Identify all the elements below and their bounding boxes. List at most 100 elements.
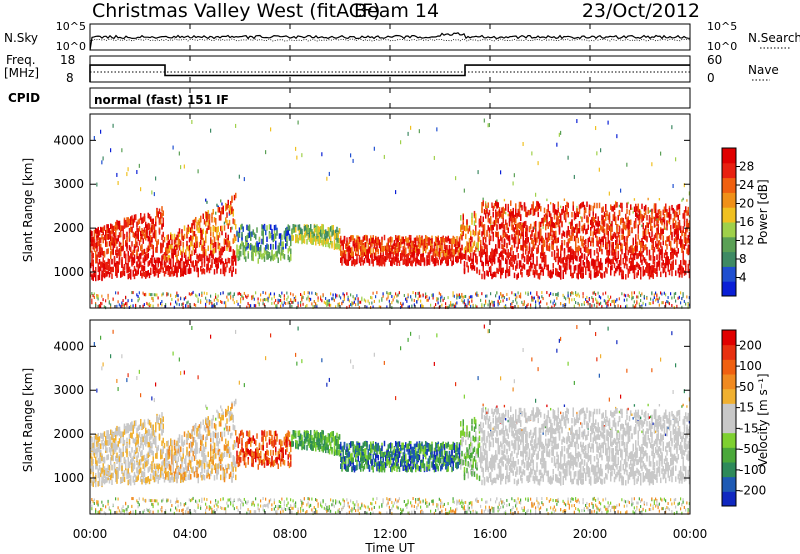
power-cell: [137, 232, 139, 238]
power-cell: [671, 270, 673, 277]
power-cell: [363, 257, 366, 264]
power-cell: [135, 236, 137, 243]
power-cell: [195, 293, 197, 297]
power-cell: [96, 182, 98, 187]
power-cell: [195, 259, 197, 266]
power-cell: [335, 243, 337, 250]
power-cell: [417, 291, 419, 295]
power-cell: [227, 298, 229, 302]
power-cell: [666, 224, 668, 231]
power-cell: [163, 255, 166, 261]
power-cell: [500, 292, 502, 296]
power-cell: [328, 299, 330, 303]
power-cell: [193, 230, 196, 237]
power-cell: [473, 265, 476, 271]
power-cell: [386, 251, 388, 258]
power-cell: [556, 296, 558, 300]
power-cell: [292, 235, 294, 241]
power-cell: [612, 299, 614, 303]
power-cell: [160, 302, 162, 306]
power-cell: [387, 253, 389, 259]
power-cell: [162, 217, 164, 224]
power-cell: [195, 244, 197, 250]
power-cell: [607, 299, 609, 303]
power-cell: [226, 237, 228, 244]
power-cell: [276, 305, 278, 309]
power-cell: [318, 235, 321, 241]
power-cell: [502, 294, 504, 298]
power-cell: [383, 255, 386, 262]
power-cell: [356, 253, 358, 260]
power-cell: [192, 290, 194, 294]
power-cell: [432, 251, 434, 258]
power-cell: [131, 261, 133, 267]
power-cell: [123, 223, 126, 229]
power-cell: [393, 259, 396, 265]
power-cell: [137, 256, 139, 262]
power-cell: [127, 273, 129, 280]
power-cell: [296, 155, 298, 160]
power-cell: [213, 303, 215, 307]
power-cell: [106, 228, 108, 234]
power-cell: [287, 295, 289, 299]
power-cell: [240, 292, 242, 296]
power-cell: [211, 252, 213, 259]
power-cell: [156, 293, 158, 297]
power-cell: [407, 243, 409, 249]
power-cell: [165, 267, 167, 273]
power-cell: [277, 298, 279, 302]
power-cell: [642, 301, 644, 305]
power-cell: [185, 269, 187, 275]
power-cell: [166, 234, 168, 241]
power-cell: [190, 256, 192, 263]
power-cell: [396, 237, 398, 244]
power-cell: [150, 228, 152, 234]
power-cell: [337, 243, 339, 250]
power-cell: [226, 212, 228, 218]
power-cell: [468, 295, 470, 299]
power-cell: [408, 242, 411, 249]
power-cell: [640, 210, 642, 214]
power-cell: [251, 231, 253, 237]
power-cell: [261, 238, 263, 245]
power-cell: [377, 248, 379, 255]
power-cell: [193, 219, 196, 226]
power-cell: [313, 236, 316, 242]
power-cell: [241, 237, 243, 244]
power-cell: [577, 273, 579, 280]
power-cell: [141, 272, 143, 279]
power-cell: [125, 302, 127, 306]
power-cell: [251, 244, 253, 251]
power-cell: [117, 223, 119, 230]
power-cell: [221, 257, 223, 264]
power-cell: [96, 294, 98, 298]
power-cell: [160, 243, 162, 250]
power-cell: [110, 251, 112, 257]
power-cell: [533, 226, 536, 230]
power-cell: [133, 214, 136, 221]
power-cell: [561, 221, 563, 228]
power-cell: [356, 258, 358, 265]
power-cell: [438, 254, 441, 260]
power-cell: [227, 257, 229, 264]
power-cell: [191, 240, 193, 246]
power-cell: [636, 295, 638, 299]
power-cell: [598, 302, 600, 306]
power-cell: [237, 232, 239, 238]
power-cell: [281, 250, 283, 256]
power-cell: [173, 265, 176, 271]
power-cell: [250, 231, 252, 238]
power-cell: [618, 297, 620, 301]
power-cell: [437, 301, 439, 305]
power-cell: [482, 197, 484, 201]
power-cell: [115, 266, 117, 272]
power-cell: [616, 201, 618, 208]
power-cell: [343, 235, 346, 242]
power-cell: [258, 236, 261, 243]
power-cell: [390, 251, 392, 257]
power-cell: [318, 240, 321, 246]
power-cell: [317, 230, 319, 237]
power-cell: [353, 245, 356, 252]
power-cell: [238, 245, 241, 251]
power-cell: [598, 167, 600, 172]
